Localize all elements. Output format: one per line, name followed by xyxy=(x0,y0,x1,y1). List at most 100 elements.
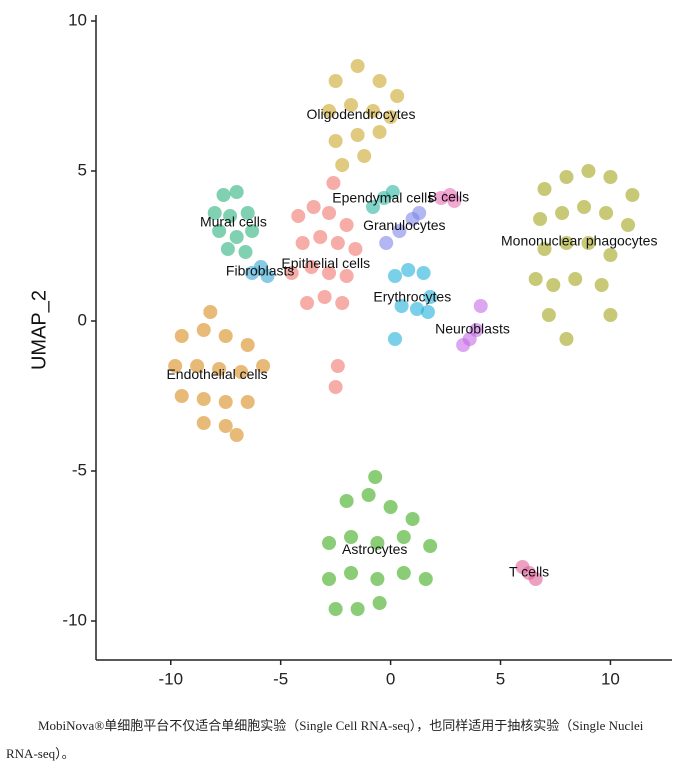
point xyxy=(328,380,343,394)
point xyxy=(344,566,359,580)
point xyxy=(370,572,385,586)
cluster-label: Endothelial cells xyxy=(166,366,267,382)
point xyxy=(328,602,343,616)
cluster-label: Neuroblasts xyxy=(435,321,510,337)
point xyxy=(218,395,233,409)
point xyxy=(368,470,383,484)
point xyxy=(366,104,381,118)
point xyxy=(196,323,211,337)
cluster-label: Granulocytes xyxy=(363,217,445,233)
point xyxy=(541,308,556,322)
point xyxy=(260,269,275,283)
point xyxy=(218,329,233,343)
point xyxy=(366,200,381,214)
point xyxy=(594,278,609,292)
point xyxy=(555,206,570,220)
point xyxy=(330,236,345,250)
point xyxy=(423,290,438,304)
point xyxy=(390,89,405,103)
point xyxy=(350,59,365,73)
point xyxy=(416,266,431,280)
point xyxy=(383,110,398,124)
point xyxy=(322,536,337,550)
point xyxy=(330,359,345,373)
x-tick-label: -5 xyxy=(273,669,288,688)
point xyxy=(603,170,618,184)
point xyxy=(528,572,543,586)
point xyxy=(385,185,400,199)
point xyxy=(328,134,343,148)
point xyxy=(207,206,222,220)
point xyxy=(335,296,350,310)
point xyxy=(190,359,205,373)
point xyxy=(295,236,310,250)
x-tick-label: 5 xyxy=(496,669,505,688)
point xyxy=(196,392,211,406)
point xyxy=(350,602,365,616)
point xyxy=(473,299,488,313)
point xyxy=(306,200,321,214)
point xyxy=(396,530,411,544)
x-tick-label: 0 xyxy=(386,669,395,688)
point xyxy=(361,488,376,502)
chart: UMAP_2 -10 -5 0 5 10 -10 -5 0 5 10 Oligodendrocyte… xyxy=(28,10,672,688)
point xyxy=(339,218,354,232)
point xyxy=(420,305,435,319)
point xyxy=(322,266,337,280)
point xyxy=(387,269,402,283)
point xyxy=(396,566,411,580)
point xyxy=(245,224,260,238)
point xyxy=(537,182,552,196)
point xyxy=(240,395,255,409)
point xyxy=(350,128,365,142)
point xyxy=(372,74,387,88)
point xyxy=(238,245,253,259)
point xyxy=(447,194,462,208)
point xyxy=(357,149,372,163)
point xyxy=(401,263,416,277)
point xyxy=(212,362,227,376)
cluster-label: Ependymal cells xyxy=(332,190,434,206)
point xyxy=(625,188,640,202)
point xyxy=(284,266,299,280)
point xyxy=(203,305,218,319)
point xyxy=(220,242,235,256)
point xyxy=(379,236,394,250)
point xyxy=(326,176,341,190)
point xyxy=(339,494,354,508)
point xyxy=(559,170,574,184)
y-axis-label: UMAP_2 xyxy=(28,290,50,370)
point xyxy=(370,536,385,550)
y-tick-label: 5 xyxy=(78,160,87,179)
cluster-label: T cells xyxy=(509,564,549,580)
point xyxy=(405,512,420,526)
cluster-label: Epithelial cells xyxy=(281,255,370,271)
cluster-label: Mononuclear phagocytes xyxy=(501,232,657,248)
point xyxy=(559,236,574,250)
point xyxy=(423,539,438,553)
point xyxy=(322,104,337,118)
point xyxy=(234,365,249,379)
point xyxy=(229,230,244,244)
point xyxy=(533,212,548,226)
cluster-label: B cells xyxy=(428,189,469,205)
point xyxy=(344,98,359,112)
point xyxy=(168,359,183,373)
x-tick-label: -10 xyxy=(158,669,183,688)
point xyxy=(577,200,592,214)
point xyxy=(599,206,614,220)
y-tick-label: -5 xyxy=(72,460,87,479)
point xyxy=(291,209,306,223)
point xyxy=(216,188,231,202)
point xyxy=(568,272,583,286)
point xyxy=(240,206,255,220)
caption: MobiNova®单细胞平台不仅适合单细胞实验（Single Cell RNA-… xyxy=(6,718,644,761)
point xyxy=(394,299,409,313)
point xyxy=(537,242,552,256)
point xyxy=(240,338,255,352)
point xyxy=(603,248,618,262)
cluster-label: Fibroblasts xyxy=(226,263,294,279)
y-tick-label: 0 xyxy=(78,310,87,329)
point xyxy=(229,428,244,442)
